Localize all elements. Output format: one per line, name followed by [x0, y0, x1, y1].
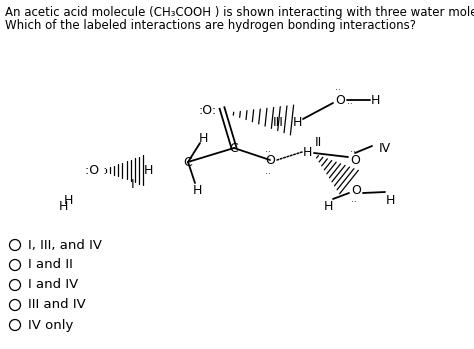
Text: :O :: :O :	[85, 163, 107, 177]
Text: ..: ..	[347, 97, 353, 106]
Text: ..: ..	[265, 166, 271, 176]
Text: C: C	[183, 156, 192, 169]
Text: O: O	[350, 154, 360, 166]
Text: III: III	[273, 116, 283, 128]
Text: O: O	[335, 94, 345, 106]
Text: H: H	[143, 163, 153, 177]
Text: I and IV: I and IV	[28, 279, 78, 291]
Text: H: H	[192, 185, 202, 198]
Text: ..: ..	[351, 195, 357, 205]
Text: ..: ..	[265, 144, 271, 154]
Text: III and IV: III and IV	[28, 298, 86, 312]
Text: C: C	[229, 141, 238, 155]
Text: :O:: :O:	[199, 104, 217, 117]
Text: O: O	[265, 154, 275, 166]
Text: IV: IV	[379, 141, 391, 155]
Text: H: H	[385, 193, 395, 207]
Text: H: H	[302, 146, 312, 158]
Text: H: H	[64, 193, 73, 207]
Text: H: H	[58, 200, 68, 214]
Text: ..: ..	[335, 83, 341, 92]
Text: ..: ..	[350, 146, 356, 155]
Text: I, III, and IV: I, III, and IV	[28, 238, 102, 252]
Text: O: O	[351, 184, 361, 196]
Text: II: II	[314, 136, 322, 149]
Text: I and II: I and II	[28, 259, 73, 272]
Text: I: I	[131, 178, 135, 191]
Text: H: H	[323, 200, 333, 214]
Text: An acetic acid molecule (CH₃COOH ) is shown interacting with three water molecul: An acetic acid molecule (CH₃COOH ) is sh…	[5, 6, 474, 19]
Text: H: H	[370, 94, 380, 106]
Text: H: H	[292, 116, 301, 128]
Text: H: H	[198, 132, 208, 144]
Text: IV only: IV only	[28, 319, 73, 332]
Text: Which of the labeled interactions are hydrogen bonding interactions?: Which of the labeled interactions are hy…	[5, 19, 416, 32]
